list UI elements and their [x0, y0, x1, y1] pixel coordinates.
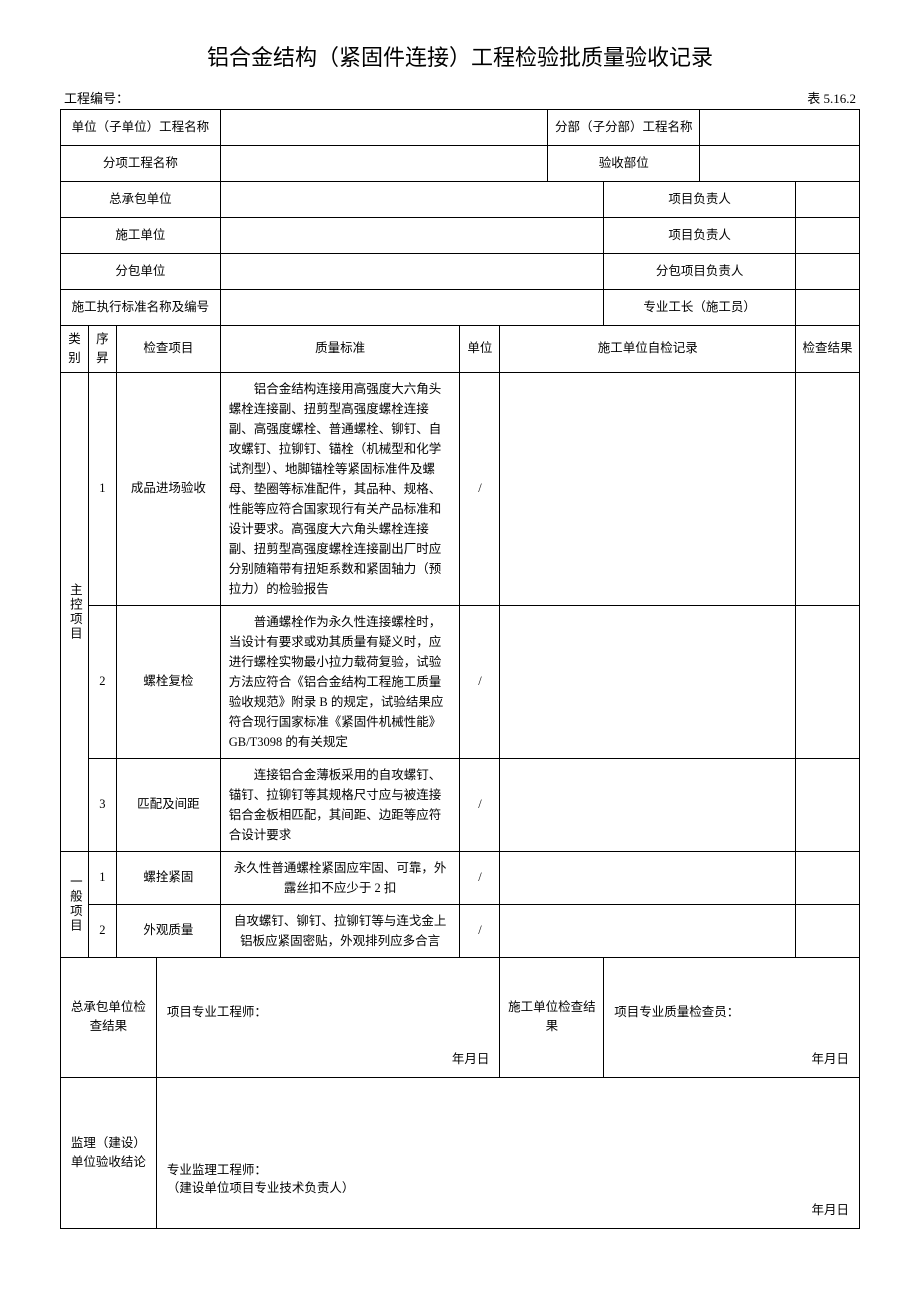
- main-table: 单位（子单位）工程名称 分部（子分部）工程名称 分项工程名称 验收部位 总承包单…: [60, 109, 860, 1229]
- main-std-2: 普通螺栓作为永久性连接螺栓时，当设计有要求或劝其质量有疑义时，应进行螺栓实物最小…: [220, 605, 460, 758]
- gen-seq-2: 2: [88, 904, 116, 957]
- main-name-1: 成品进场验收: [116, 372, 220, 605]
- const-date: 年月日: [811, 1050, 849, 1069]
- const-result-label: 施工单位检查结果: [500, 957, 604, 1077]
- const-result-block[interactable]: 项目专业质量检查员： 年月日: [604, 957, 860, 1077]
- col-seq: 序昇: [88, 326, 116, 373]
- foreman-value[interactable]: [796, 290, 860, 326]
- gen-name-2: 外观质量: [116, 904, 220, 957]
- foreman-label: 专业工长（施工员）: [604, 290, 796, 326]
- gen-seq-1: 1: [88, 851, 116, 904]
- gc-value[interactable]: [220, 182, 604, 218]
- proj-engineer-label: 项目专业工程师：: [167, 1005, 267, 1019]
- gen-res-2[interactable]: [796, 904, 860, 957]
- main-res-1[interactable]: [796, 372, 860, 605]
- standard-value[interactable]: [220, 290, 604, 326]
- main-unit-2: /: [460, 605, 500, 758]
- col-check-item: 检查项目: [116, 326, 220, 373]
- col-unit: 单位: [460, 326, 500, 373]
- gen-std-2: 自攻螺钉、铆钉、拉铆钉等与连戈金上铝板应紧固密贴，外观排列应多合言: [220, 904, 460, 957]
- main-std-1: 铝合金结构连接用高强度大六角头螺栓连接副、扭剪型高强度螺栓连接副、高强度螺栓、普…: [220, 372, 460, 605]
- sub-leader-value[interactable]: [796, 254, 860, 290]
- cat-main: 主控项目: [61, 372, 89, 851]
- gc-label: 总承包单位: [61, 182, 221, 218]
- item-project-value[interactable]: [220, 146, 548, 182]
- gc-result-block[interactable]: 项目专业工程师： 年月日: [156, 957, 500, 1077]
- sub-value[interactable]: [220, 254, 604, 290]
- main-unit-1: /: [460, 372, 500, 605]
- main-seq-3: 3: [88, 758, 116, 851]
- main-rec-1[interactable]: [500, 372, 796, 605]
- col-category: 类别: [61, 326, 89, 373]
- standard-label: 施工执行标准名称及编号: [61, 290, 221, 326]
- supervisor-sub-label: （建设单位项目专业技术负责人）: [167, 1181, 355, 1195]
- table-no: 表 5.16.2: [807, 88, 856, 107]
- page-title: 铝合金结构（紧固件连接）工程检验批质量验收记录: [60, 40, 860, 72]
- unit-project-label: 单位（子单位）工程名称: [61, 110, 221, 146]
- main-name-2: 螺栓复检: [116, 605, 220, 758]
- main-rec-3[interactable]: [500, 758, 796, 851]
- main-rec-2[interactable]: [500, 605, 796, 758]
- sub-label: 分包单位: [61, 254, 221, 290]
- leader1-label: 项目负责人: [604, 182, 796, 218]
- gen-name-1: 螺拴紧固: [116, 851, 220, 904]
- leader2-label: 项目负责人: [604, 218, 796, 254]
- accept-part-value[interactable]: [700, 146, 860, 182]
- gen-unit-2: /: [460, 904, 500, 957]
- main-seq-1: 1: [88, 372, 116, 605]
- gen-res-1[interactable]: [796, 851, 860, 904]
- col-quality: 质量标准: [220, 326, 460, 373]
- gc-result-label: 总承包单位检查结果: [61, 957, 157, 1077]
- sub-project-label: 分部（子分部）工程名称: [548, 110, 700, 146]
- col-result: 检查结果: [796, 326, 860, 373]
- const-unit-label: 施工单位: [61, 218, 221, 254]
- gen-std-1: 永久性普通螺栓紧固应牢固、可靠，外露丝扣不应少于 2 扣: [220, 851, 460, 904]
- const-unit-value[interactable]: [220, 218, 604, 254]
- project-no-label: 工程编号：: [64, 88, 129, 107]
- leader1-value[interactable]: [796, 182, 860, 218]
- quality-inspector-label: 项目专业质量检查员：: [614, 1005, 739, 1019]
- supervisor-eng-label: 专业监理工程师：: [167, 1163, 267, 1177]
- supervisor-block[interactable]: 专业监理工程师： （建设单位项目专业技术负责人） 年月日: [156, 1077, 859, 1229]
- cat-general: 一般项目: [61, 851, 89, 957]
- main-res-2[interactable]: [796, 605, 860, 758]
- gen-rec-1[interactable]: [500, 851, 796, 904]
- col-self-check: 施工单位自检记录: [500, 326, 796, 373]
- gc-date: 年月日: [452, 1050, 490, 1069]
- supervisor-date: 年月日: [811, 1201, 849, 1220]
- unit-project-value[interactable]: [220, 110, 548, 146]
- supervisor-label: 监理（建设）单位验收结论: [61, 1077, 157, 1229]
- main-res-3[interactable]: [796, 758, 860, 851]
- gen-rec-2[interactable]: [500, 904, 796, 957]
- gen-unit-1: /: [460, 851, 500, 904]
- main-std-3: 连接铝合金薄板采用的自攻螺钉、锚钉、拉铆钉等其规格尺寸应与被连接铝合金板相匹配，…: [220, 758, 460, 851]
- header-row: 工程编号： 表 5.16.2: [60, 88, 860, 107]
- item-project-label: 分项工程名称: [61, 146, 221, 182]
- sub-leader-label: 分包项目负责人: [604, 254, 796, 290]
- main-name-3: 匹配及间距: [116, 758, 220, 851]
- main-unit-3: /: [460, 758, 500, 851]
- accept-part-label: 验收部位: [548, 146, 700, 182]
- main-seq-2: 2: [88, 605, 116, 758]
- sub-project-value[interactable]: [700, 110, 860, 146]
- leader2-value[interactable]: [796, 218, 860, 254]
